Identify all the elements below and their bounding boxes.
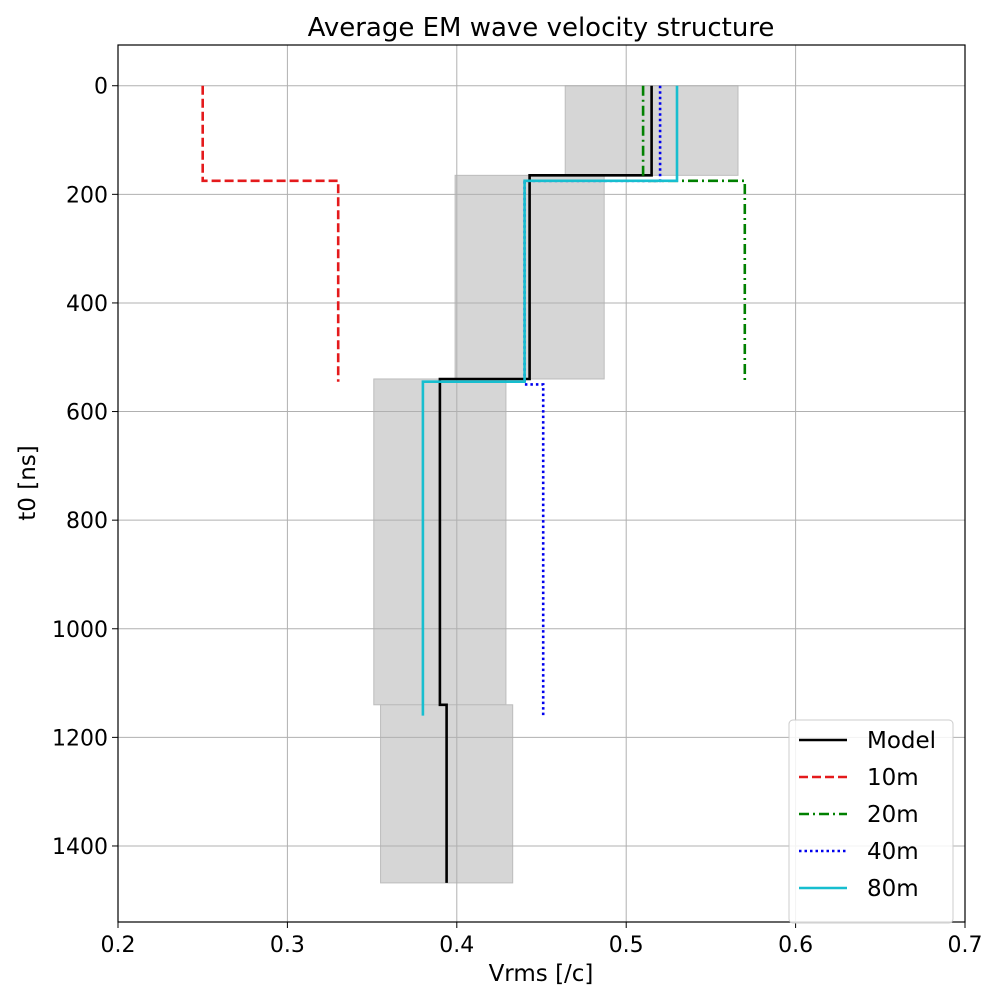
y-tick-label-4: 800 [66,509,108,534]
series-line-10m [201,85,340,382]
x-tick-label-2: 0.4 [439,933,474,958]
y-tick-label-6: 1200 [52,726,108,751]
y-tick-label-7: 1400 [52,835,108,860]
chart-title: Average EM wave velocity structure [308,13,775,43]
legend-label-Model: Model [867,728,936,754]
uncertainty-boxes [373,85,739,884]
series-lines [201,85,747,883]
legend-label-10m: 10m [867,765,919,791]
x-axis-ticks: 0.2 0.3 0.4 0.5 0.6 0.7 [101,922,983,958]
y-axis-ticks: 0 200 400 600 800 1000 1200 1400 [52,75,118,860]
y-tick-label-0: 0 [94,75,108,100]
y-tick-label-1: 200 [66,183,108,208]
legend-label-20m: 20m [867,802,919,828]
x-tick-label-5: 0.7 [948,933,983,958]
series-line-20m [641,85,747,382]
legend-label-40m: 40m [867,839,919,865]
plot-frame [117,44,966,923]
legend-box [788,719,954,924]
y-tick-label-2: 400 [66,292,108,317]
series-line-Model [438,85,653,883]
x-axis-label: Vrms [/c] [489,961,594,987]
y-tick-label-5: 1000 [52,618,108,643]
legend: Model 10m 20m 40m 80m [788,719,954,924]
y-axis-label: t0 [ns] [15,445,41,520]
series-line-80m [421,85,679,716]
x-tick-label-3: 0.5 [609,933,644,958]
x-tick-label-0: 0.2 [101,933,136,958]
x-tick-label-4: 0.6 [778,933,813,958]
y-tick-label-3: 600 [66,401,108,426]
legend-label-80m: 80m [867,876,919,902]
x-tick-label-1: 0.3 [270,933,305,958]
